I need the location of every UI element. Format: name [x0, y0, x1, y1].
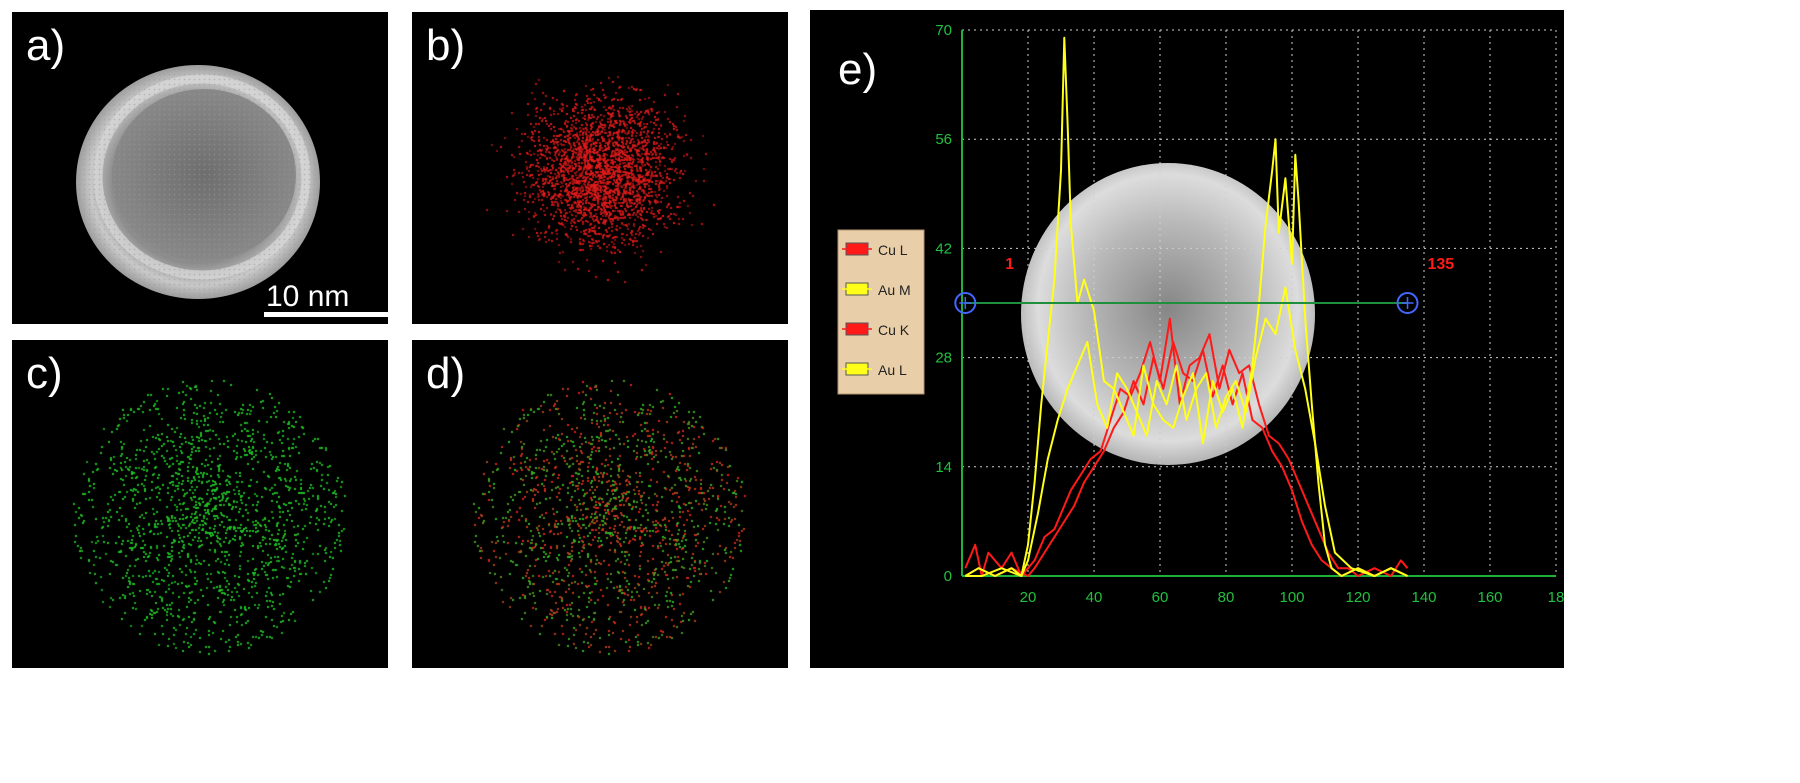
scan-markers: 1 135: [954, 256, 1455, 314]
x-tick-label: 80: [1218, 589, 1235, 606]
x-tick-label: 60: [1152, 589, 1169, 606]
x-tick-label: 100: [1279, 589, 1304, 606]
y-tick-label: 42: [935, 240, 952, 257]
y-tick-label: 14: [935, 459, 952, 476]
legend-label: Cu K: [878, 322, 910, 338]
y-tick-label: 70: [935, 22, 952, 39]
y-tick-label: 28: [935, 350, 952, 367]
particle-image: [76, 65, 320, 299]
scale-bar: [264, 312, 388, 317]
series-line-au-l: [965, 286, 1408, 577]
panel-b-red-map: b): [412, 12, 788, 324]
scan-endpoint-marker: [1396, 292, 1419, 314]
x-tick-label: 120: [1345, 589, 1370, 606]
green-dot-map: [12, 340, 388, 668]
series-line-cu-k: [964, 341, 1408, 577]
panel-c-label: c): [26, 349, 63, 398]
red-dot-map: [412, 12, 788, 324]
panel-c-green-map: c): [12, 340, 388, 668]
x-tick-label: 160: [1477, 589, 1502, 606]
panel-e-line-profile: 20 40 60 80 100 120 140 160 18 0 14 28 42 56 70 1 135 C…: [810, 10, 1564, 668]
chart-series: [964, 36, 1409, 577]
panel-e-label: e): [838, 45, 878, 94]
y-tick-label: 56: [935, 131, 952, 148]
panel-a-haadf-image: a) 10 nm: [12, 12, 388, 324]
background-particle-image: [1021, 163, 1315, 465]
scan-endpoint-marker: [954, 292, 977, 314]
series-line-cu-l: [964, 317, 1409, 577]
legend-label: Au M: [878, 282, 911, 298]
panel-a-label: a): [26, 21, 66, 70]
chart-grid: [962, 29, 1557, 576]
scale-bar-label: 10 nm: [266, 280, 350, 313]
x-tick-label: 40: [1086, 589, 1103, 606]
y-tick-label: 0: [944, 568, 952, 585]
legend-label: Cu L: [878, 242, 908, 258]
x-tick-label: 140: [1411, 589, 1436, 606]
chart-legend[interactable]: Cu L Au M Cu K Au L: [837, 229, 925, 395]
scan-marker-label: 135: [1428, 256, 1455, 273]
series-line-au-m: [964, 36, 1408, 577]
panel-b-label: b): [426, 21, 466, 70]
legend-label: Au L: [878, 362, 907, 378]
x-tick-label: 18: [1548, 589, 1564, 606]
scan-marker-label: 1: [1005, 256, 1014, 273]
x-tick-label: 20: [1020, 589, 1037, 606]
panel-d-overlay-map: d): [412, 340, 788, 668]
panel-d-label: d): [426, 349, 466, 398]
overlay-dot-map: [412, 340, 788, 668]
